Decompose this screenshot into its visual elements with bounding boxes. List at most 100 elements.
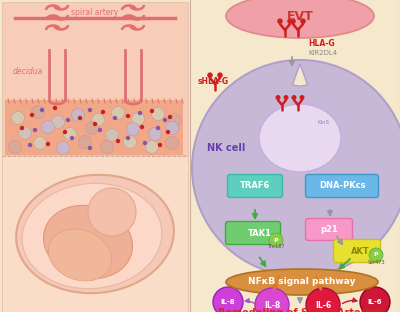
Circle shape xyxy=(101,110,105,114)
FancyBboxPatch shape xyxy=(226,222,280,245)
Text: decidua: decidua xyxy=(13,67,43,76)
Circle shape xyxy=(213,287,243,312)
Text: NFκB signal pathway: NFκB signal pathway xyxy=(248,277,356,286)
Circle shape xyxy=(277,18,283,24)
Text: Thr187: Thr187 xyxy=(267,245,285,250)
Circle shape xyxy=(166,121,178,134)
Bar xyxy=(5,100,183,155)
Wedge shape xyxy=(292,64,308,86)
Circle shape xyxy=(143,141,147,145)
Circle shape xyxy=(138,111,142,115)
Text: Remodeling of Spiral Arteries: Remodeling of Spiral Arteries xyxy=(218,308,382,312)
Circle shape xyxy=(146,140,158,154)
Circle shape xyxy=(255,288,289,312)
Circle shape xyxy=(18,126,32,139)
Text: spiral artery: spiral artery xyxy=(71,8,119,17)
Ellipse shape xyxy=(48,229,112,281)
Circle shape xyxy=(64,128,76,140)
Circle shape xyxy=(52,115,64,129)
Text: sHLA-G: sHLA-G xyxy=(198,77,229,86)
Bar xyxy=(2,155,188,312)
Circle shape xyxy=(106,129,118,142)
Circle shape xyxy=(12,111,24,124)
Circle shape xyxy=(269,233,283,247)
Circle shape xyxy=(126,136,130,140)
Circle shape xyxy=(192,60,400,276)
Circle shape xyxy=(98,128,102,132)
Circle shape xyxy=(140,125,144,129)
FancyBboxPatch shape xyxy=(334,240,380,262)
Circle shape xyxy=(92,114,104,126)
Text: EVT: EVT xyxy=(287,9,313,22)
Text: KinS: KinS xyxy=(318,119,330,124)
Circle shape xyxy=(40,108,44,112)
Text: TAK1: TAK1 xyxy=(248,228,272,237)
Circle shape xyxy=(168,114,182,126)
Circle shape xyxy=(112,106,124,119)
Circle shape xyxy=(168,115,172,119)
Circle shape xyxy=(292,95,296,100)
Text: AKT: AKT xyxy=(351,246,370,256)
Circle shape xyxy=(152,108,164,120)
Circle shape xyxy=(126,114,130,118)
Circle shape xyxy=(88,146,92,150)
Circle shape xyxy=(284,95,288,100)
Text: TRAF6: TRAF6 xyxy=(240,182,270,191)
FancyBboxPatch shape xyxy=(228,174,282,197)
Circle shape xyxy=(166,137,178,149)
Text: Ser473: Ser473 xyxy=(367,260,385,265)
Circle shape xyxy=(287,18,293,24)
Ellipse shape xyxy=(16,175,174,293)
Text: P: P xyxy=(374,252,378,257)
Circle shape xyxy=(34,137,46,149)
Text: NK cell: NK cell xyxy=(207,143,245,153)
Text: p21: p21 xyxy=(320,225,338,233)
Text: IL-6: IL-6 xyxy=(368,299,382,305)
FancyBboxPatch shape xyxy=(306,174,378,197)
Circle shape xyxy=(124,135,136,149)
Circle shape xyxy=(56,142,70,154)
Circle shape xyxy=(148,128,162,140)
Circle shape xyxy=(300,95,304,100)
Circle shape xyxy=(42,120,54,134)
Circle shape xyxy=(30,113,34,117)
Circle shape xyxy=(88,188,136,236)
Ellipse shape xyxy=(44,205,132,279)
Circle shape xyxy=(33,128,37,132)
Circle shape xyxy=(88,108,92,112)
Text: P: P xyxy=(274,237,278,242)
Circle shape xyxy=(276,95,280,100)
Text: IL-8: IL-8 xyxy=(264,300,280,310)
Ellipse shape xyxy=(22,183,162,289)
Circle shape xyxy=(306,288,340,312)
Bar xyxy=(2,2,188,156)
Text: HLA-G: HLA-G xyxy=(308,38,335,47)
Circle shape xyxy=(20,126,24,130)
Circle shape xyxy=(132,113,144,125)
Circle shape xyxy=(78,135,92,149)
FancyBboxPatch shape xyxy=(306,218,352,241)
Circle shape xyxy=(113,116,117,120)
Circle shape xyxy=(72,109,84,121)
Ellipse shape xyxy=(259,104,341,172)
Circle shape xyxy=(32,105,44,119)
Circle shape xyxy=(207,72,213,78)
Circle shape xyxy=(290,18,296,24)
Circle shape xyxy=(156,126,160,130)
Text: DNA-PKcs: DNA-PKcs xyxy=(319,182,365,191)
Circle shape xyxy=(116,139,120,143)
Circle shape xyxy=(46,142,50,146)
Circle shape xyxy=(100,140,114,154)
Circle shape xyxy=(78,116,82,120)
Circle shape xyxy=(163,118,167,122)
Text: KIR2DL4: KIR2DL4 xyxy=(308,50,337,56)
Circle shape xyxy=(63,130,67,134)
Circle shape xyxy=(360,287,390,312)
Text: IL-8: IL-8 xyxy=(221,299,235,305)
Text: IL-6: IL-6 xyxy=(315,300,331,310)
Circle shape xyxy=(53,106,57,110)
Circle shape xyxy=(369,248,383,262)
Bar xyxy=(192,0,398,312)
Ellipse shape xyxy=(226,0,374,38)
Circle shape xyxy=(126,123,140,135)
